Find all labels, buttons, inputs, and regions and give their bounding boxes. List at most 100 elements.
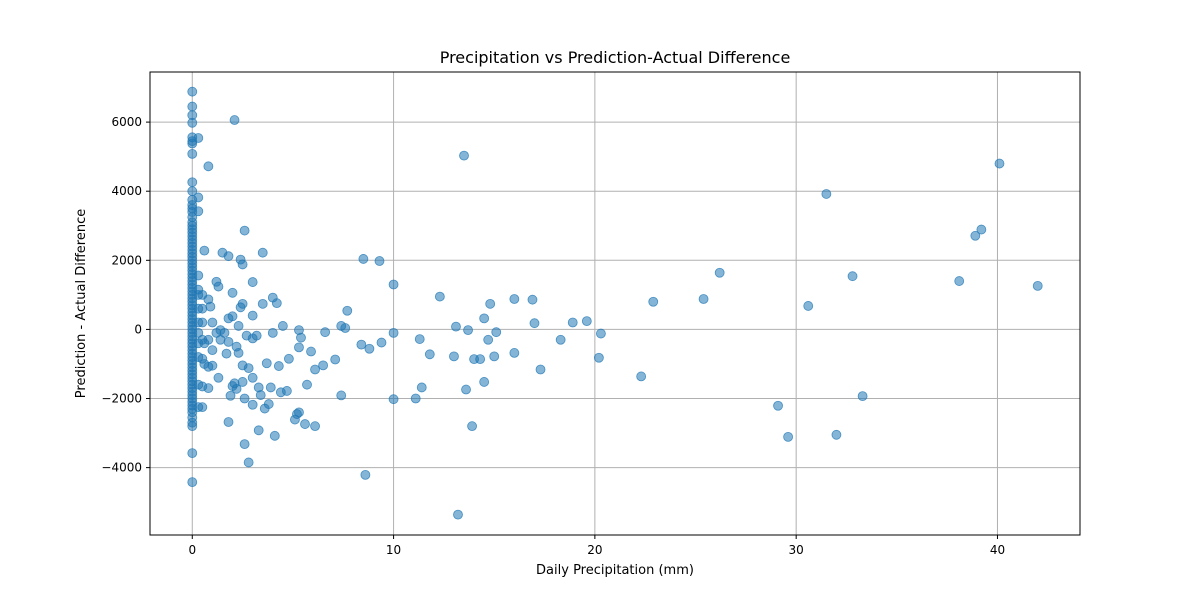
data-point <box>243 363 254 374</box>
data-point <box>237 259 248 270</box>
data-point <box>243 457 254 468</box>
data-point <box>229 115 240 125</box>
scatter-points <box>187 86 1043 520</box>
data-point <box>714 267 725 278</box>
data-point <box>529 318 540 329</box>
data-point <box>277 321 288 331</box>
data-point <box>310 364 320 375</box>
data-point <box>213 372 224 383</box>
y-tick-label: 0 <box>134 322 142 336</box>
data-point <box>491 327 502 338</box>
data-point <box>648 296 659 307</box>
data-point <box>193 192 204 203</box>
data-point <box>475 354 486 365</box>
data-point <box>207 360 218 371</box>
data-point <box>509 348 520 358</box>
x-tick-label: 0 <box>188 543 196 557</box>
data-point <box>223 251 234 262</box>
data-point <box>376 337 387 348</box>
data-point <box>247 372 258 383</box>
data-point <box>463 325 473 336</box>
data-point <box>251 330 262 341</box>
data-point <box>193 270 204 281</box>
data-point <box>187 448 198 459</box>
data-point <box>489 351 500 362</box>
data-point <box>223 336 234 347</box>
y-tick-label: 6000 <box>111 115 142 129</box>
data-point <box>527 294 538 305</box>
data-point <box>356 339 367 350</box>
data-point <box>330 354 341 365</box>
data-point <box>360 469 371 480</box>
data-point <box>479 377 490 387</box>
data-point <box>294 342 304 353</box>
data-point <box>237 377 248 387</box>
data-point <box>205 301 216 312</box>
data-point <box>227 287 238 298</box>
data-point <box>223 417 234 427</box>
data-point <box>296 332 306 343</box>
data-point <box>231 383 242 394</box>
plot-frame <box>149 71 1081 536</box>
x-tick-label: 40 <box>990 543 1005 557</box>
data-point <box>207 317 218 328</box>
data-point <box>203 383 214 394</box>
data-point <box>461 384 471 395</box>
data-point <box>261 358 272 369</box>
data-point <box>197 303 208 314</box>
y-tick-label: −2000 <box>101 392 142 406</box>
x-tick-label: 10 <box>386 543 401 557</box>
data-point <box>388 327 399 338</box>
data-point <box>247 277 258 287</box>
data-point <box>203 334 214 345</box>
data-point <box>233 321 244 331</box>
data-point <box>187 177 198 188</box>
data-point <box>1032 280 1043 291</box>
data-point <box>970 230 981 241</box>
data-point <box>247 399 258 410</box>
data-point <box>269 430 280 441</box>
data-point <box>336 390 347 401</box>
data-point <box>535 364 546 375</box>
data-point <box>857 391 868 402</box>
data-point <box>596 328 606 339</box>
data-point <box>294 407 304 418</box>
y-tick-label: 2000 <box>111 253 142 267</box>
data-point <box>187 117 198 128</box>
data-point <box>994 158 1005 169</box>
data-point <box>199 245 210 256</box>
data-point <box>509 294 520 304</box>
x-tick-label: 20 <box>587 543 602 557</box>
data-point <box>247 310 258 321</box>
data-point <box>449 351 459 362</box>
data-point <box>187 101 198 112</box>
data-point <box>219 327 230 338</box>
data-point <box>340 323 351 333</box>
data-point <box>783 431 794 442</box>
data-point <box>281 386 292 396</box>
data-point <box>213 281 224 292</box>
data-point <box>263 399 274 409</box>
data-point <box>485 298 496 309</box>
data-point <box>821 189 832 199</box>
y-tick-label: −4000 <box>101 461 142 475</box>
data-point <box>593 352 604 363</box>
data-point <box>197 402 208 413</box>
data-point <box>302 379 312 390</box>
data-point <box>342 305 353 316</box>
data-point <box>479 313 490 324</box>
x-tick-label: 30 <box>789 543 804 557</box>
data-point <box>239 439 250 450</box>
data-point <box>197 317 208 328</box>
data-point <box>187 138 198 149</box>
data-point <box>424 349 435 360</box>
data-point <box>267 327 278 338</box>
x-axis-label: Daily Precipitation (mm) <box>536 563 694 578</box>
data-point <box>221 348 232 359</box>
data-point <box>831 429 842 440</box>
data-point <box>273 361 284 371</box>
data-point <box>483 334 494 345</box>
x-axis-ticks: 0 10 20 30 40 <box>188 535 1005 557</box>
